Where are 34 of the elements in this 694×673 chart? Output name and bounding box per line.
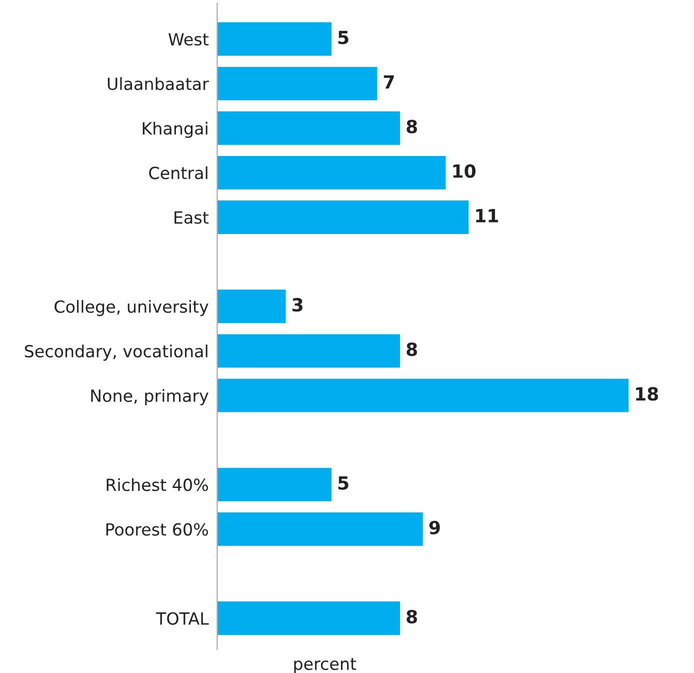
data-label: 18 [636, 387, 658, 401]
bar [217, 512, 423, 546]
data-label: 3 [292, 298, 302, 312]
bar [217, 111, 400, 145]
y-tick-label: Khangai [142, 122, 208, 138]
y-tick-label: East [174, 211, 208, 224]
y-tick-label: Ulaanbaatar [108, 77, 209, 90]
bar [217, 378, 628, 412]
data-label: 9 [429, 520, 440, 534]
bar [217, 602, 400, 635]
data-label: 5 [338, 476, 348, 490]
bar [217, 200, 469, 234]
data-label: 11 [476, 209, 498, 222]
y-tick-label: None, primary [91, 389, 208, 406]
y-tick-label: TOTAL [156, 612, 209, 625]
data-label: 8 [406, 120, 417, 134]
x-axis-title: percent [294, 658, 356, 673]
data-label: 10 [453, 164, 476, 178]
bar [217, 334, 400, 368]
bar [217, 66, 378, 100]
bar [217, 22, 332, 56]
data-label: 8 [406, 342, 417, 356]
y-tick-label: Poorest 60% [106, 523, 208, 536]
y-tick-label: College, university [54, 300, 208, 316]
bar [217, 290, 286, 324]
y-tick-label: Richest 40% [106, 478, 208, 492]
y-tick-label: West [168, 33, 208, 46]
data-label: 8 [406, 610, 417, 624]
bar [217, 468, 332, 502]
data-label: 7 [384, 75, 394, 89]
data-label: 5 [338, 30, 348, 44]
y-tick-label: Secondary, vocational [24, 344, 208, 361]
bar [217, 156, 446, 190]
y-tick-label: Central [149, 166, 208, 180]
